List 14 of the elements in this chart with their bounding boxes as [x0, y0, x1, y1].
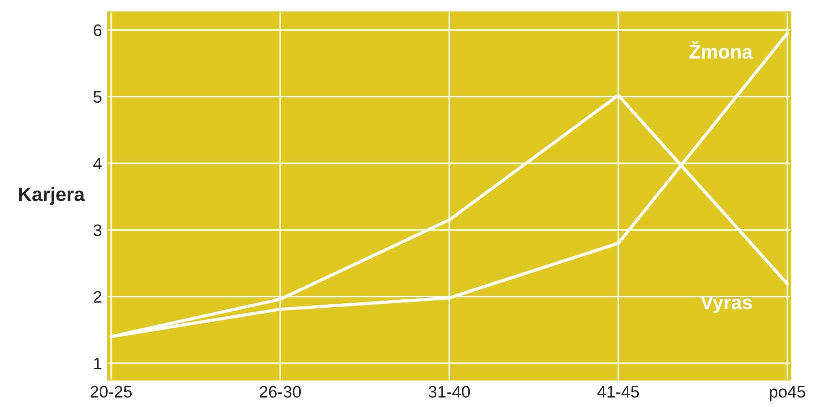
y-tick-label: 5 — [94, 91, 102, 104]
series-label: Žmona — [690, 41, 754, 59]
series-label: Vyras — [700, 296, 752, 314]
y-tick-label: 2 — [94, 291, 102, 303]
x-tick-label: 31-40 — [428, 386, 470, 398]
y-axis-title: Karjera — [19, 187, 86, 206]
x-tick-label: po45 — [770, 386, 806, 402]
x-tick-label: 20-25 — [90, 386, 132, 398]
x-tick-label: 41-45 — [598, 386, 640, 398]
y-tick-label: 4 — [94, 158, 102, 170]
y-tick-label: 1 — [94, 358, 102, 370]
x-tick-label: 26-30 — [260, 386, 302, 398]
y-tick-label: 6 — [94, 24, 102, 36]
y-tick-label: 3 — [94, 224, 102, 236]
